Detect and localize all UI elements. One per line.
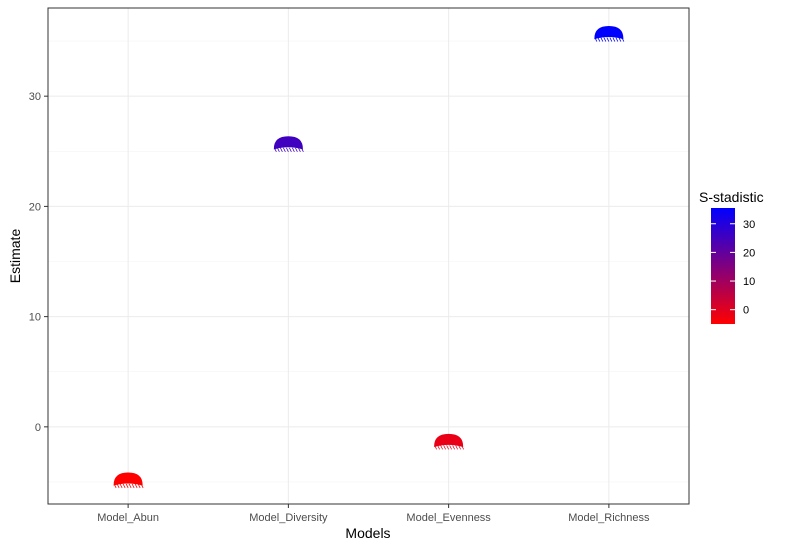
fringe-stroke (603, 37, 607, 42)
x-axis-title: Models (345, 525, 390, 541)
fringe-stroke (440, 445, 443, 450)
fringe-stroke (437, 445, 440, 450)
fringe-stroke (443, 445, 446, 450)
x-axis: Model_Abun Model_Diversity Model_Evenness M… (97, 504, 650, 524)
fringe-stroke (119, 483, 123, 489)
grid (48, 8, 689, 504)
fringe-stroke (140, 483, 144, 489)
fringe-stroke (446, 445, 449, 450)
data-point-Model_Abun (113, 472, 143, 486)
legend-tick-label: 0 (743, 305, 749, 317)
data-points (113, 26, 625, 489)
fringe-stroke (458, 445, 461, 450)
fringe-stroke (594, 37, 598, 42)
data-point-Model_Evenness (434, 433, 464, 448)
legend-tick-label: 20 (743, 247, 755, 259)
fringe-stroke (128, 483, 132, 489)
y-tick-label: 10 (29, 312, 41, 324)
y-axis: 0 10 20 30 (29, 91, 48, 434)
legend-tick-label: 10 (743, 276, 755, 288)
fringe-stroke (612, 37, 616, 42)
y-tick-label: 20 (29, 201, 41, 213)
fringe-stroke (277, 147, 280, 152)
legend: S-stadistic 0 10 20 30 (699, 189, 764, 324)
fringe-stroke (286, 147, 289, 152)
legend-ticks: 0 10 20 30 (711, 219, 755, 317)
fringe-stroke (116, 483, 120, 489)
x-tick-label: Model_Richness (568, 512, 650, 524)
fringe-stroke (461, 445, 464, 450)
legend-tick-label: 30 (743, 219, 755, 231)
legend-title: S-stadistic (699, 189, 764, 205)
fringe-stroke (621, 37, 625, 42)
fringe-stroke (434, 445, 437, 450)
fringe-stroke (618, 37, 622, 42)
y-tick-label: 30 (29, 91, 41, 103)
fringe-stroke (274, 147, 277, 152)
fringe-stroke (125, 483, 129, 489)
panel-border (47, 7, 690, 505)
fringe-stroke (609, 37, 613, 42)
fringe-stroke (452, 445, 455, 450)
fringe-stroke (597, 37, 601, 42)
fringe-stroke (455, 445, 458, 450)
data-point-fringe (434, 445, 464, 450)
fringe-stroke (113, 483, 117, 489)
fringe-stroke (615, 37, 619, 42)
fringe-stroke (289, 147, 292, 152)
data-point-fringe (113, 483, 144, 489)
legend-colorbar (711, 208, 735, 324)
data-point-Model_Diversity (273, 136, 303, 150)
fringe-stroke (137, 483, 141, 489)
data-point-fringe (274, 147, 304, 152)
y-axis-title: Estimate (7, 229, 23, 284)
fringe-stroke (301, 147, 304, 152)
fringe-stroke (606, 37, 610, 42)
x-tick-label: Model_Evenness (406, 512, 491, 524)
y-tick-label: 0 (35, 422, 41, 434)
data-point-Model_Richness (594, 26, 624, 40)
fringe-stroke (134, 483, 138, 489)
fringe-stroke (122, 483, 126, 489)
data-point-fringe (594, 37, 625, 42)
x-tick-label: Model_Abun (97, 512, 159, 524)
fringe-stroke (298, 147, 301, 152)
fringe-stroke (449, 445, 452, 450)
fringe-stroke (295, 147, 298, 152)
fringe-stroke (283, 147, 286, 152)
fringe-stroke (131, 483, 135, 489)
fringe-stroke (280, 147, 283, 152)
fringe-stroke (600, 37, 604, 42)
fringe-stroke (292, 147, 295, 152)
x-tick-label: Model_Diversity (249, 512, 328, 524)
